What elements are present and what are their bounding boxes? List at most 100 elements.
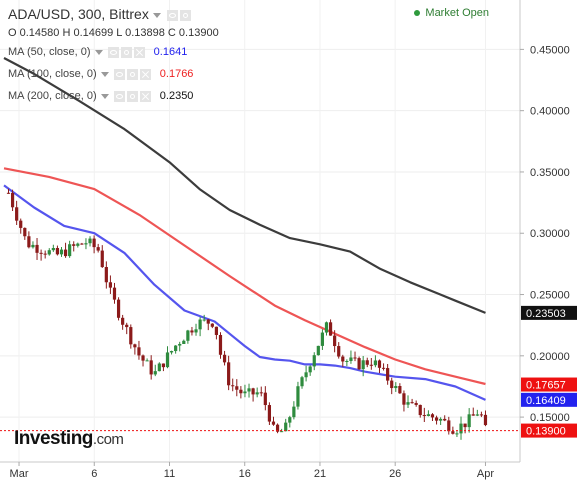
- candle-body: [210, 323, 214, 327]
- candle-body: [263, 392, 267, 406]
- candle-body: [377, 360, 382, 368]
- candle-body: [467, 414, 471, 428]
- indicator-label: MA (200, close, 0): [8, 90, 97, 102]
- indicator-ma200[interactable]: MA (200, close, 0) 0.2350: [8, 90, 193, 102]
- candle-body: [406, 402, 410, 405]
- low-label: L: [116, 27, 123, 39]
- visibility-icon[interactable]: [166, 9, 178, 21]
- candle-body: [369, 364, 373, 366]
- candle-body: [292, 406, 296, 418]
- candle-body: [422, 415, 426, 417]
- x-tick-label: Apr: [477, 468, 494, 480]
- ma-line-1: [3, 167, 486, 386]
- candle-body: [288, 417, 292, 423]
- candle-body: [129, 327, 133, 345]
- candle-body: [161, 363, 166, 368]
- y-tick-label: 0.25000: [530, 290, 570, 302]
- candle-body: [104, 267, 108, 283]
- chevron-down-icon[interactable]: [152, 12, 161, 18]
- chart-title[interactable]: ADA/USD, 300, Bittrex: [8, 6, 191, 22]
- price-tag-bg: [521, 423, 577, 438]
- indicator-ma100[interactable]: MA (100, close, 0) 0.1766: [8, 68, 193, 80]
- high-value: 0.14699: [73, 27, 114, 39]
- candle-body: [267, 405, 272, 422]
- candle-body: [418, 404, 422, 416]
- candle-body: [55, 248, 60, 255]
- candle-body: [483, 414, 488, 426]
- price-tag-bg: [521, 392, 577, 407]
- close-icon[interactable]: [139, 68, 151, 80]
- candle-body: [121, 317, 125, 325]
- settings-icon[interactable]: [179, 9, 191, 21]
- candle-body: [198, 319, 202, 330]
- candle-body: [284, 422, 288, 432]
- close-icon[interactable]: [139, 90, 151, 102]
- settings-icon[interactable]: [126, 90, 138, 102]
- visibility-icon[interactable]: [107, 46, 119, 58]
- candle-body: [92, 238, 96, 248]
- close-icon[interactable]: [133, 46, 145, 58]
- candle-body: [186, 330, 190, 341]
- candle-body: [214, 326, 219, 335]
- indicator-label: MA (50, close, 0): [8, 46, 91, 58]
- chevron-down-icon[interactable]: [100, 71, 109, 77]
- candle-body: [426, 414, 431, 417]
- candle-body: [410, 402, 414, 404]
- candle-body: [145, 360, 149, 362]
- candle-body: [137, 347, 141, 356]
- x-tick-label: 21: [314, 468, 326, 480]
- candle-body: [88, 238, 92, 244]
- candlesticks: [6, 188, 488, 440]
- investing-logo: Investing.com: [14, 428, 124, 450]
- candle-body: [15, 207, 19, 221]
- logo-suffix: .com: [92, 431, 124, 448]
- settings-icon[interactable]: [126, 68, 138, 80]
- open-value: 0.14580: [19, 27, 60, 39]
- candle-body: [475, 414, 479, 416]
- y-tick-label: 0.35000: [530, 167, 570, 179]
- candle-body: [304, 372, 308, 378]
- settings-icon[interactable]: [120, 46, 132, 58]
- candle-body: [23, 227, 27, 237]
- candle-body: [402, 393, 406, 405]
- candle-body: [316, 345, 320, 356]
- candle-body: [451, 431, 455, 434]
- candle-body: [206, 319, 210, 324]
- visibility-icon[interactable]: [113, 68, 125, 80]
- candle-body: [231, 385, 235, 387]
- candle-body: [312, 355, 316, 367]
- open-label: O: [8, 27, 17, 39]
- candle-body: [84, 243, 88, 245]
- candle-body: [349, 357, 353, 362]
- candle-body: [447, 420, 451, 432]
- candle-body: [247, 388, 251, 392]
- candle-body: [35, 244, 39, 253]
- candle-body: [471, 414, 475, 416]
- candle-body: [149, 360, 153, 375]
- candle-body: [430, 414, 435, 418]
- chevron-down-icon[interactable]: [94, 49, 103, 55]
- candle-body: [357, 358, 361, 370]
- chevron-down-icon[interactable]: [100, 93, 109, 99]
- price-tag-label: 0.16409: [526, 395, 566, 407]
- x-tick-label: 6: [91, 468, 97, 480]
- candle-body: [386, 368, 390, 381]
- candle-body: [157, 363, 161, 372]
- close-label: C: [167, 27, 176, 39]
- indicator-ma50[interactable]: MA (50, close, 0) 0.1641: [8, 46, 187, 58]
- candle-body: [308, 366, 312, 373]
- candle-body: [80, 243, 84, 245]
- candle-body: [300, 377, 304, 387]
- y-tick-label: 0.30000: [530, 228, 570, 240]
- candle-body: [390, 380, 394, 389]
- candle-body: [337, 346, 341, 357]
- visibility-icon[interactable]: [113, 90, 125, 102]
- candle-body: [76, 243, 80, 246]
- price-tag-label: 0.13900: [526, 426, 566, 438]
- candle-body: [141, 355, 145, 361]
- candle-body: [353, 357, 357, 359]
- candle-body: [112, 287, 117, 300]
- candle-body: [394, 386, 398, 389]
- candle-body: [153, 371, 157, 375]
